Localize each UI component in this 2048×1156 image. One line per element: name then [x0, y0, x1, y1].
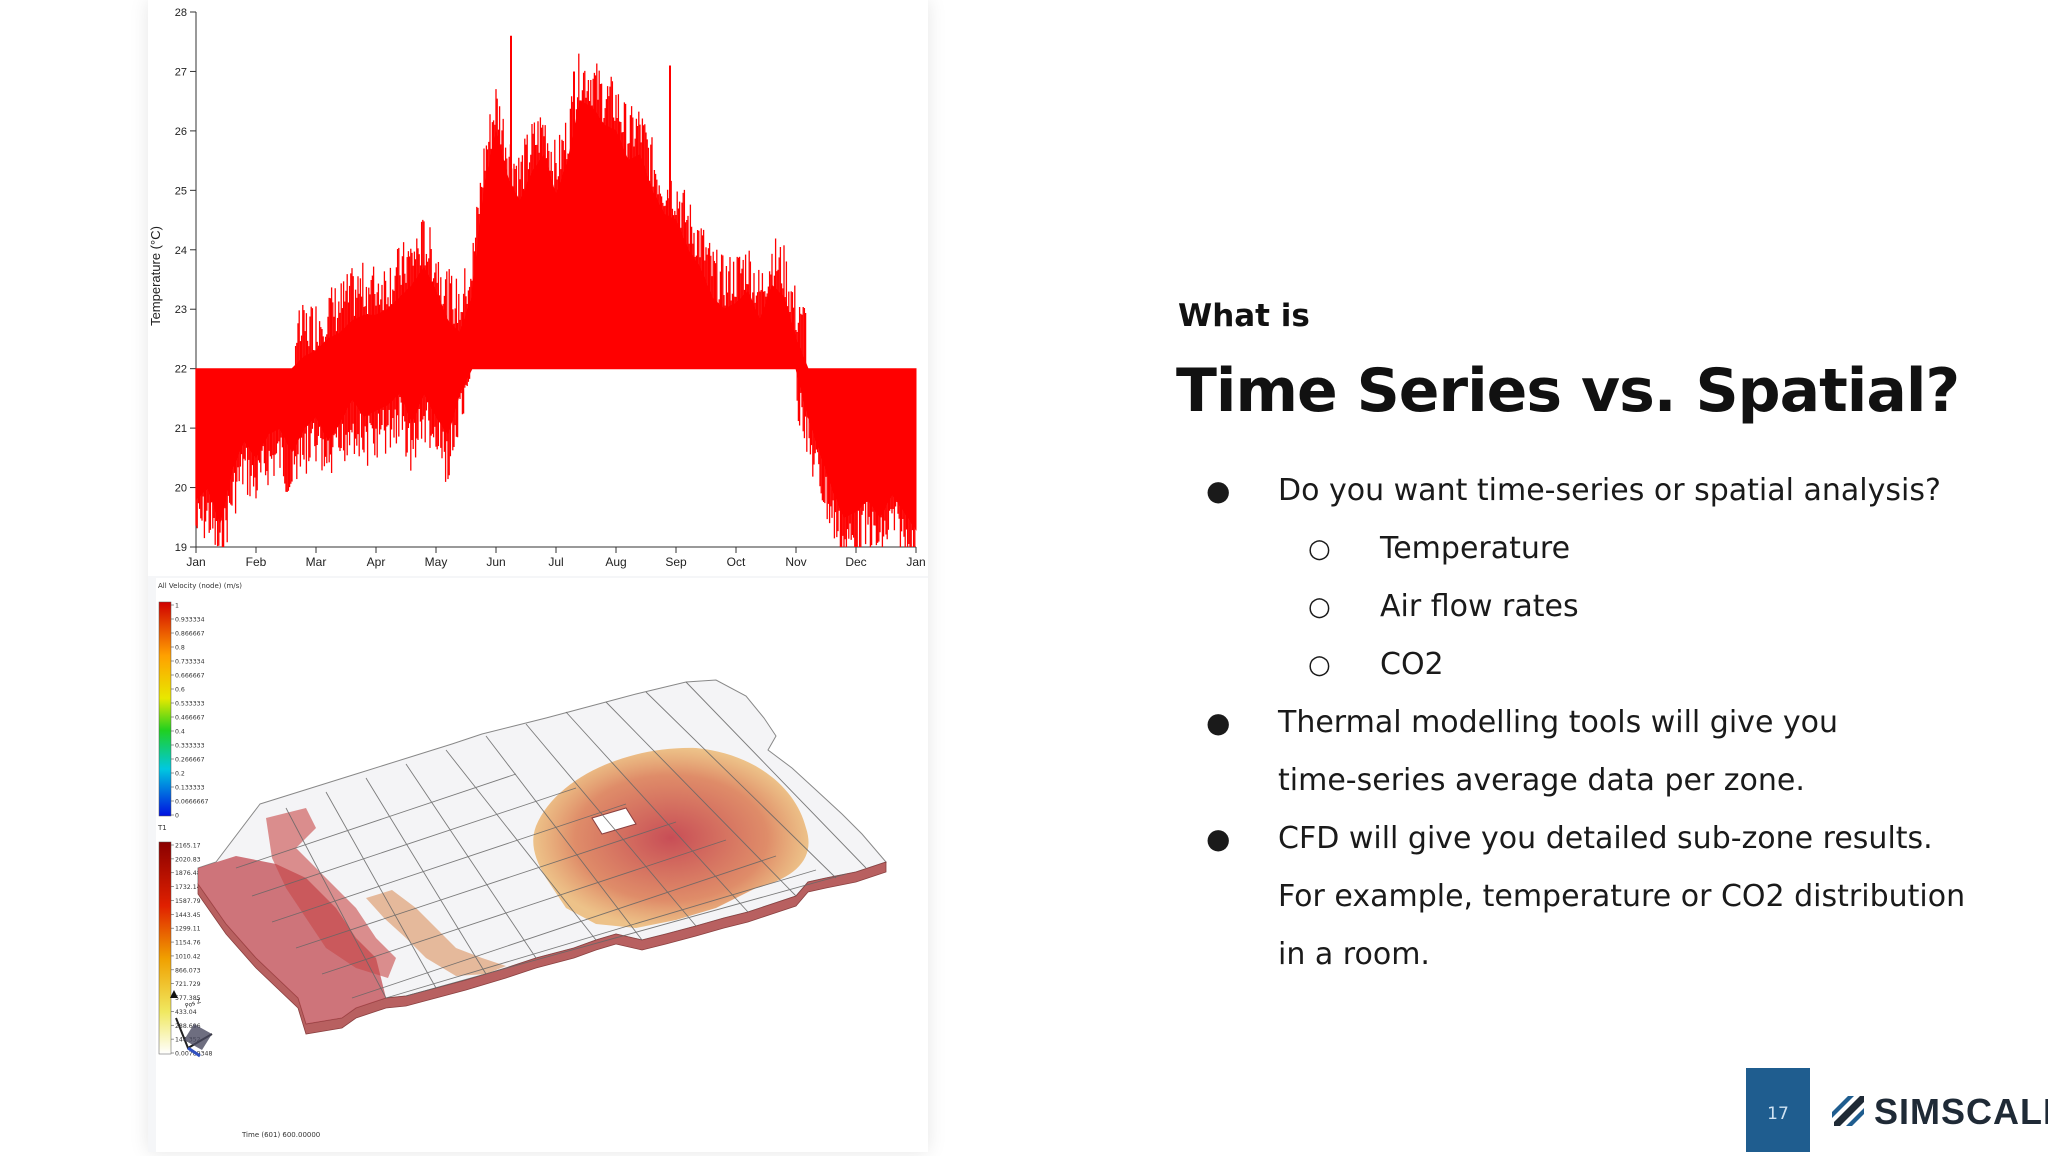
- bullet-text: time-series average data per zone.: [1278, 763, 1805, 798]
- bullet-text: For example, temperature or CO2 distribu…: [1278, 879, 1966, 914]
- logo-text: SIMSCALE: [1874, 1091, 2048, 1132]
- temperature-legend-label: 1587.79: [175, 898, 201, 905]
- y-tick-label: 23: [175, 304, 187, 316]
- velocity-legend-label: 0.733334: [175, 659, 205, 666]
- sub-bullet-marker: ○: [1308, 650, 1331, 680]
- floor-plan-model: [197, 679, 887, 1035]
- temperature-legend-title: T1: [157, 824, 167, 832]
- x-tick-label: Jul: [548, 555, 563, 569]
- sub-bullet-text: Air flow rates: [1380, 589, 1579, 624]
- y-tick-label: 27: [175, 66, 187, 78]
- velocity-legend-label: 0.0666667: [175, 799, 209, 806]
- x-tick-label: Jan: [186, 555, 205, 569]
- temperature-legend-label: 1299.11: [175, 926, 201, 933]
- temperature-legend-label: 866.073: [175, 967, 201, 974]
- bullet-text: Thermal modelling tools will give you: [1278, 705, 1839, 740]
- velocity-legend-label: 0.933334: [175, 617, 205, 624]
- temperature-legend-label: 433.04: [175, 1009, 197, 1016]
- sub-bullet-text: CO2: [1380, 647, 1444, 682]
- temperature-legend-label: 0.00789348: [175, 1051, 212, 1058]
- velocity-legend-label: 0.266667: [175, 757, 205, 764]
- velocity-legend-label: 0: [175, 813, 179, 820]
- bullet-marker: ●: [1206, 474, 1231, 507]
- time-label: Time (601) 600.00000: [241, 1131, 320, 1139]
- velocity-color-bar: [158, 601, 172, 817]
- velocity-legend-label: 0.866667: [175, 631, 205, 638]
- temperature-legend-label: 2020.83: [175, 856, 201, 863]
- velocity-legend-label: 0.466667: [175, 715, 205, 722]
- bullet-item: ● CFD will give you detailed sub-zone re…: [1206, 810, 2006, 868]
- bullet-marker: ●: [1206, 706, 1231, 739]
- y-tick-label: 21: [175, 423, 187, 435]
- temperature-legend-label: 577.385: [175, 995, 201, 1002]
- temperature-legend-label: 1010.42: [175, 953, 201, 960]
- y-tick-label: 25: [175, 185, 187, 197]
- sub-bullet-item: ○ Air flow rates: [1206, 578, 2006, 636]
- velocity-legend-label: 1: [175, 603, 179, 610]
- temperature-legend-label: 2165.17: [175, 843, 201, 850]
- x-tick-label: May: [425, 555, 448, 569]
- x-tick-label: Apr: [367, 555, 386, 569]
- y-tick-label: 26: [175, 126, 187, 138]
- bullet-continuation: For example, temperature or CO2 distribu…: [1206, 868, 2006, 926]
- x-tick-label: Jan: [906, 555, 925, 569]
- y-tick-label: 28: [175, 7, 187, 19]
- x-tick-label: Jun: [486, 555, 505, 569]
- velocity-legend-label: 0.4: [175, 729, 185, 736]
- velocity-legend-label: 0.533333: [175, 701, 205, 708]
- bullet-text: in a room.: [1278, 937, 1430, 972]
- y-tick-label: 20: [175, 483, 187, 495]
- velocity-legend-label: 0.333333: [175, 743, 205, 750]
- bullet-continuation: time-series average data per zone.: [1206, 752, 2006, 810]
- velocity-legend-label: 0.133333: [175, 785, 205, 792]
- simscale-logo-icon: [1832, 1096, 1864, 1126]
- y-tick-label: 24: [175, 245, 187, 257]
- temperature-legend-label: 1154.76: [175, 940, 201, 947]
- temperature-legend-label: 288.696: [175, 1023, 201, 1030]
- axis-triad: Pos Z: [170, 990, 213, 1058]
- sub-bullet-item: ○ CO2: [1206, 636, 2006, 694]
- velocity-legend-title: All Velocity (node) (m/s): [158, 582, 242, 590]
- temperature-legend-label: 1732.14: [175, 884, 201, 891]
- temperature-chart: 19 20 21 22 23 24 25 26 27 28 Jan Feb Mar Apr May Jun J…: [148, 0, 928, 576]
- cfd-visualization-svg: All Velocity (node) (m/s) 1 0.933334 0.866…: [157, 582, 887, 1139]
- bullet-item: ● Thermal modelling tools will give you: [1206, 694, 2006, 752]
- x-tick-label: Mar: [306, 555, 327, 569]
- temperature-legend-label: 1876.48: [175, 870, 201, 877]
- x-tick-label: Oct: [727, 555, 746, 569]
- sub-bullet-marker: ○: [1308, 534, 1331, 564]
- velocity-legend-label: 0.8: [175, 645, 185, 652]
- page-number-box: 17: [1746, 1068, 1810, 1152]
- bullet-item: ● Do you want time-series or spatial ana…: [1206, 462, 2006, 520]
- bullet-continuation: in a room.: [1206, 926, 2006, 984]
- bullet-list: ● Do you want time-series or spatial ana…: [1206, 462, 2006, 984]
- x-tick-label: Sep: [665, 555, 687, 569]
- velocity-legend-label: 0.2: [175, 771, 185, 778]
- x-tick-label: Feb: [246, 555, 267, 569]
- velocity-legend-label: 0.6: [175, 687, 185, 694]
- sub-bullet-marker: ○: [1308, 592, 1331, 622]
- y-tick-label: 22: [175, 364, 187, 376]
- temperature-chart-svg: 19 20 21 22 23 24 25 26 27 28 Jan Feb Mar Apr May Jun J…: [148, 7, 926, 569]
- slide-title: Time Series vs. Spatial?: [1176, 356, 1960, 426]
- x-tick-label: Nov: [785, 555, 806, 569]
- y-tick-label: 19: [175, 542, 187, 554]
- bullet-text: CFD will give you detailed sub-zone resu…: [1278, 821, 1933, 856]
- sub-bullet-text: Temperature: [1380, 531, 1571, 566]
- simscale-logo: SIMSCALE: [1830, 1090, 2048, 1132]
- y-axis-label: Temperature (°C): [148, 226, 163, 326]
- temperature-color-bar: [158, 841, 172, 1055]
- sub-bullet-item: ○ Temperature: [1206, 520, 2006, 578]
- page-number: 17: [1767, 1104, 1789, 1124]
- slide-kicker: What is: [1178, 298, 1310, 334]
- temperature-legend-label: 1443.45: [175, 912, 201, 919]
- cfd-visualization: All Velocity (node) (m/s) 1 0.933334 0.866…: [156, 578, 928, 1152]
- x-tick-label: Aug: [605, 555, 626, 569]
- temperature-legend-label: 721.729: [175, 981, 201, 988]
- velocity-legend-label: 0.666667: [175, 673, 205, 680]
- bullet-text: Do you want time-series or spatial analy…: [1278, 473, 1941, 508]
- bullet-marker: ●: [1206, 822, 1231, 855]
- x-tick-label: Dec: [845, 555, 866, 569]
